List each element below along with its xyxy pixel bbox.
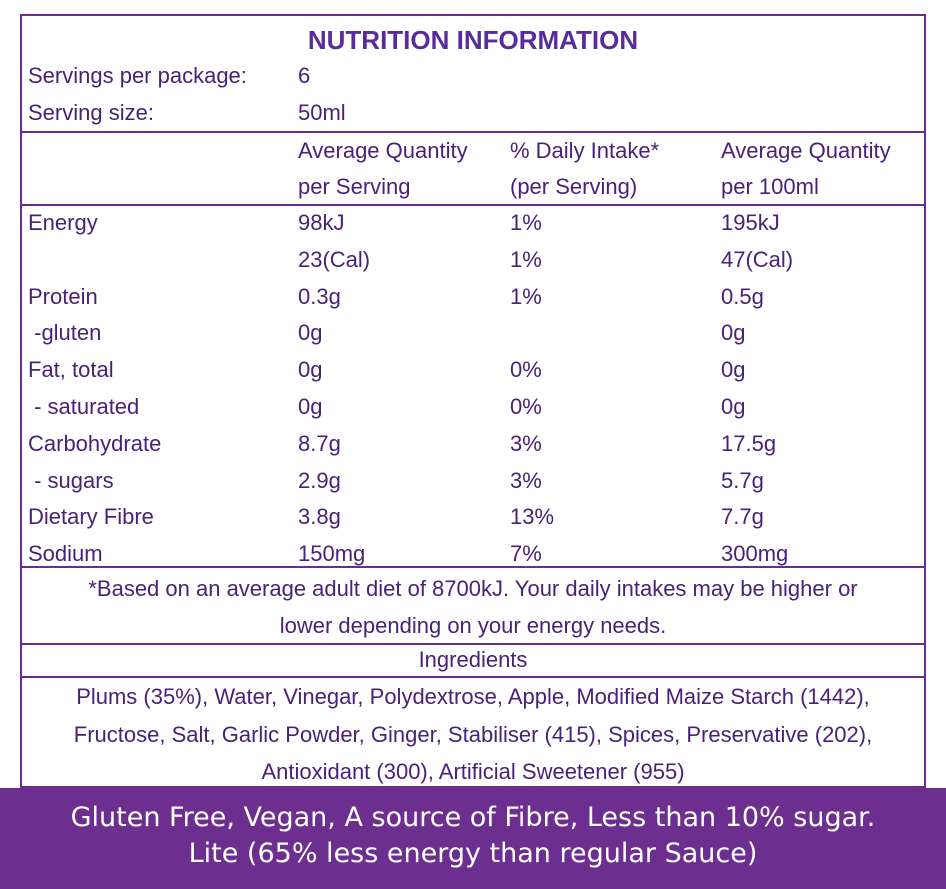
divider [22, 676, 924, 678]
serving-size-value: 50ml [298, 100, 346, 125]
row-label: Energy [28, 210, 98, 235]
row-daily-intake: 3% [510, 431, 542, 456]
row-per-serving: 23(Cal) [298, 247, 371, 272]
row-label: Dietary Fibre [28, 504, 154, 529]
footnote-line-1: *Based on an average adult diet of 8700k… [88, 576, 858, 601]
row-daily-intake: 1% [510, 210, 542, 235]
header-daily-intake-line1: % Daily Intake* [510, 138, 660, 163]
row-per-serving: 98kJ [298, 210, 345, 235]
row-per-100ml: 0g [721, 320, 746, 345]
header-avg-100ml-line1: Average Quantity [721, 138, 891, 163]
ingredients-line-3: Antioxidant (300), Artificial Sweetener … [261, 759, 685, 784]
ingredients-line-1: Plums (35%), Water, Vinegar, Polydextros… [76, 684, 870, 709]
row-label: Sodium [28, 541, 103, 566]
ingredients-line-2: Fructose, Salt, Garlic Powder, Ginger, S… [73, 722, 873, 747]
header-avg-serving-line2: per Serving [298, 174, 411, 199]
row-per-serving: 3.8g [298, 504, 341, 529]
row-per-serving: 8.7g [298, 431, 341, 456]
divider [22, 643, 924, 645]
row-daily-intake: 0% [510, 394, 542, 419]
row-label: Carbohydrate [28, 431, 162, 456]
row-daily-intake: 13% [510, 504, 555, 529]
row-per-serving: 0g [298, 357, 323, 382]
row-per-100ml: 195kJ [721, 210, 780, 235]
servings-per-package-value: 6 [298, 63, 311, 88]
row-label: Protein [28, 284, 98, 309]
row-per-100ml: 5.7g [721, 468, 764, 493]
row-per-serving: 2.9g [298, 468, 341, 493]
serving-size-label: Serving size: [28, 100, 154, 125]
row-per-100ml: 47(Cal) [721, 247, 794, 272]
row-per-100ml: 7.7g [721, 504, 764, 529]
row-per-100ml: 17.5g [721, 431, 777, 456]
ingredients-title: Ingredients [418, 647, 528, 672]
row-daily-intake: 1% [510, 247, 542, 272]
banner-line-1: Gluten Free, Vegan, A source of Fibre, L… [70, 802, 876, 833]
row-label: -gluten [28, 320, 102, 345]
row-per-100ml: 0.5g [721, 284, 764, 309]
footnote-line-2: lower depending on your energy needs. [279, 613, 667, 638]
header-daily-intake-line2: (per Serving) [510, 174, 638, 199]
nutrition-panel: NUTRITION INFORMATION Servings per packa… [20, 14, 926, 788]
row-per-serving: 0.3g [298, 284, 341, 309]
header-avg-serving-line1: Average Quantity [298, 138, 468, 163]
divider [22, 131, 924, 133]
servings-per-package-label: Servings per package: [28, 63, 247, 88]
row-daily-intake: 7% [510, 541, 542, 566]
row-daily-intake: 1% [510, 284, 542, 309]
row-label: - saturated [28, 394, 140, 419]
row-per-serving: 0g [298, 394, 323, 419]
header-avg-100ml-line2: per 100ml [721, 174, 819, 199]
panel-title: NUTRITION INFORMATION [307, 25, 639, 55]
row-label: - sugars [28, 468, 114, 493]
row-per-100ml: 300mg [721, 541, 789, 566]
row-per-100ml: 0g [721, 394, 746, 419]
banner-line-2: Lite (65% less energy than regular Sauce… [188, 838, 758, 869]
row-daily-intake: 3% [510, 468, 542, 493]
row-label: Fat, total [28, 357, 114, 382]
row-daily-intake: 0% [510, 357, 542, 382]
row-per-serving: 150mg [298, 541, 366, 566]
claims-banner: Gluten Free, Vegan, A source of Fibre, L… [0, 788, 946, 889]
row-per-100ml: 0g [721, 357, 746, 382]
row-per-serving: 0g [298, 320, 323, 345]
divider [22, 566, 924, 568]
divider [22, 204, 924, 206]
